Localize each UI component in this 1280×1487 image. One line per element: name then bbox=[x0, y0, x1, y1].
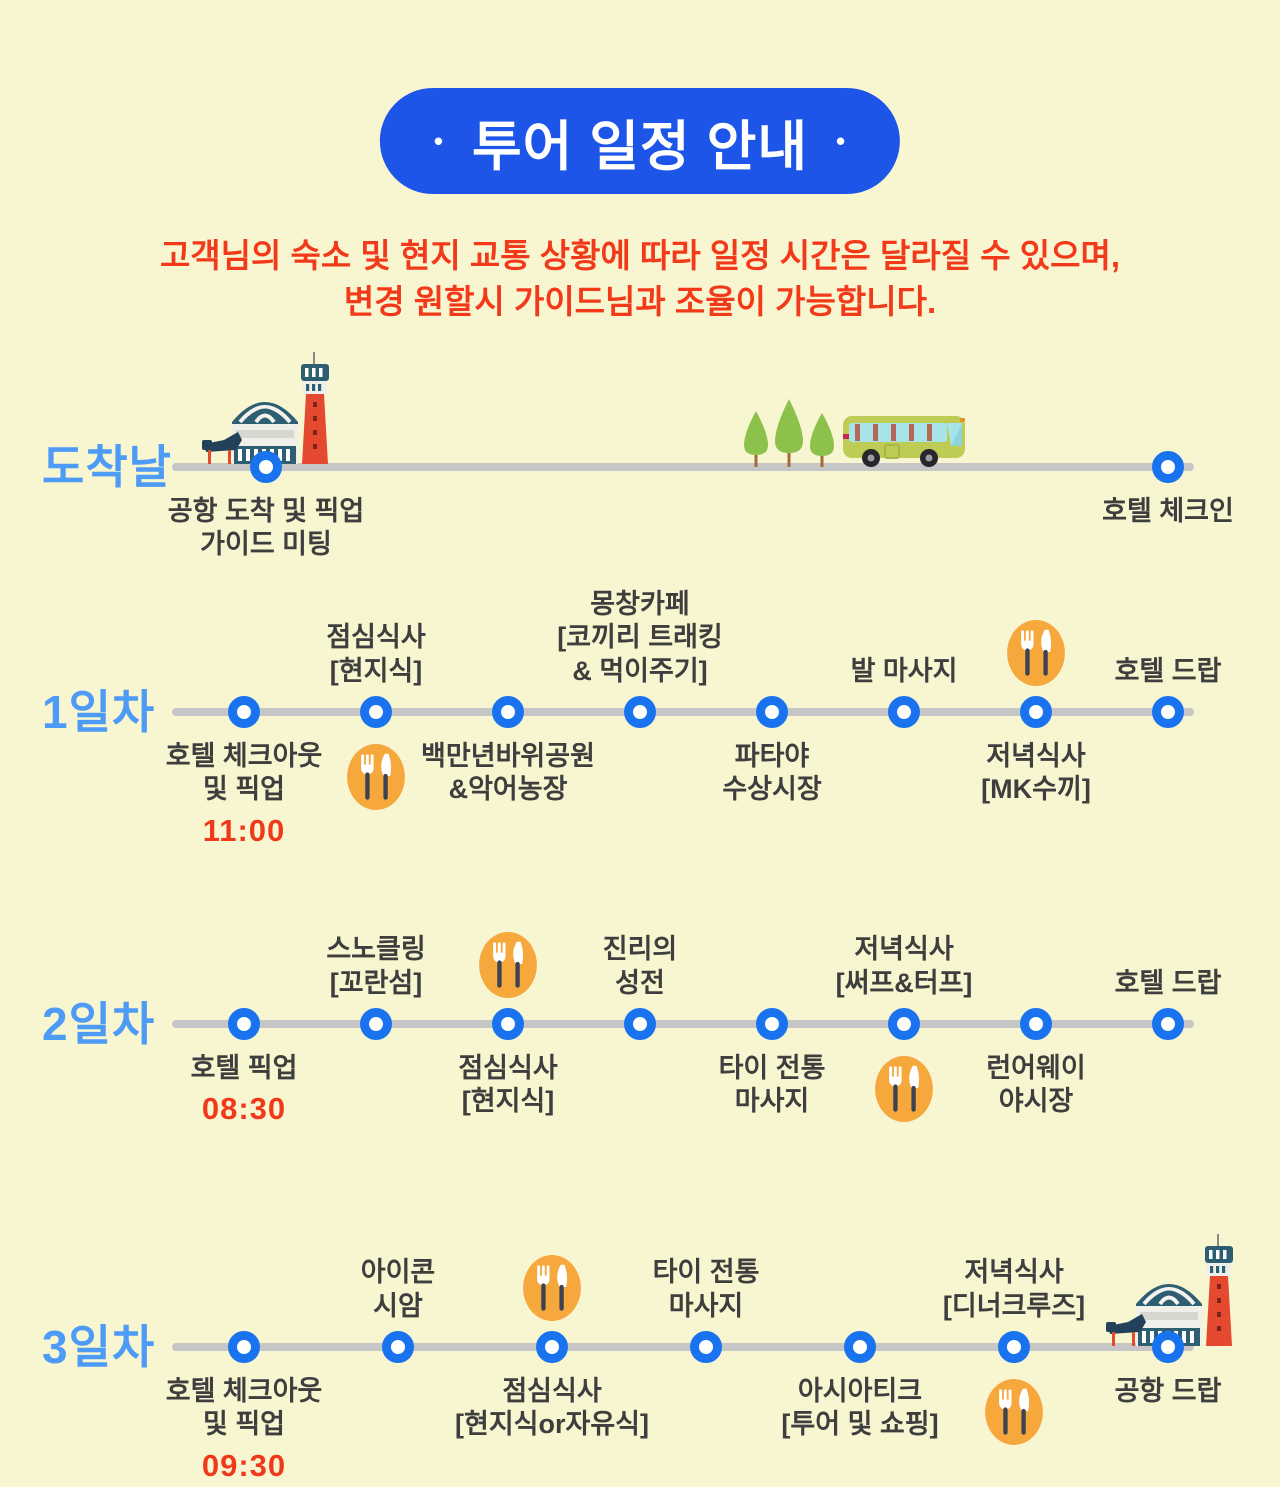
timeline-dot bbox=[492, 696, 524, 728]
timeline-dot bbox=[844, 1331, 876, 1363]
timeline-dot bbox=[382, 1331, 414, 1363]
title-bullet-right: • bbox=[836, 126, 847, 156]
stop-label: 공항 드랍 bbox=[1114, 1376, 1222, 1406]
stop-label: 점심식사 [현지식] bbox=[326, 622, 426, 686]
stop-label-text: 호텔 픽업 bbox=[190, 1053, 298, 1083]
stop-label: 호텔 드랍 bbox=[1114, 967, 1222, 998]
stop-label: 백만년바위공원 &악어농장 bbox=[421, 741, 595, 805]
stop-label: 저녁식사 [써프&터프] bbox=[835, 934, 973, 998]
stop-label: 진리의 성전 bbox=[602, 934, 678, 998]
timeline-dot bbox=[1020, 696, 1052, 728]
page-title: 투어 일정 안내 bbox=[471, 116, 809, 177]
timeline-dot bbox=[250, 451, 282, 483]
timeline-dot bbox=[228, 696, 260, 728]
timeline-arrival bbox=[172, 463, 1194, 471]
stop-label: 공항 도착 및 픽업 가이드 미팅 bbox=[167, 496, 365, 560]
stop-label: 파타야 수상시장 bbox=[722, 741, 822, 805]
stop-label: 런어웨이 야시장 bbox=[986, 1053, 1086, 1117]
timeline-dot bbox=[1152, 1008, 1184, 1040]
pickup-time: 09:30 bbox=[201, 1447, 287, 1483]
stop-label: 아시아티크 [투어 및 쇼핑] bbox=[781, 1376, 939, 1440]
timeline-dot bbox=[624, 696, 656, 728]
stop-label: 타이 전통 마사지 bbox=[652, 1257, 760, 1321]
timeline-dot bbox=[228, 1331, 260, 1363]
timeline-dot bbox=[1152, 1331, 1184, 1363]
timeline-dot bbox=[888, 696, 920, 728]
title-bullet-left: • bbox=[433, 126, 444, 156]
stop-label: 발 마사지 bbox=[850, 655, 958, 686]
timeline-dot bbox=[228, 1008, 260, 1040]
pickup-time: 08:30 bbox=[201, 1091, 287, 1127]
stop-label: 호텔 체크아웃 및 픽업 11:00 bbox=[166, 740, 323, 850]
stop-label-text: 호텔 체크아웃 및 픽업 bbox=[165, 1376, 323, 1440]
stop-label: 저녁식사 [MK수끼] bbox=[981, 741, 1091, 805]
fork-knife-meal-icon bbox=[523, 1255, 581, 1321]
bus-icon bbox=[842, 415, 966, 468]
stop-label: 점심식사 [현지식or자유식] bbox=[454, 1376, 650, 1440]
timeline-dot bbox=[690, 1331, 722, 1363]
timeline-dot bbox=[360, 1008, 392, 1040]
timeline-dot bbox=[1020, 1008, 1052, 1040]
stop-label-text: 호텔 체크아웃 및 픽업 bbox=[165, 741, 323, 805]
fork-knife-meal-icon bbox=[479, 932, 537, 998]
timeline-day-1 bbox=[172, 708, 1194, 716]
timeline-dot bbox=[888, 1008, 920, 1040]
row-label-day-1: 1일차 bbox=[42, 686, 156, 738]
notice-text: 고객님의 숙소 및 현지 교통 상황에 따라 일정 시간은 달라질 수 있으며,… bbox=[0, 233, 1280, 324]
stop-label: 호텔 픽업 08:30 bbox=[191, 1052, 298, 1129]
timeline-dot bbox=[624, 1008, 656, 1040]
timeline-day-3 bbox=[172, 1343, 1194, 1351]
stop-label: 저녁식사 [디너크루즈] bbox=[942, 1257, 1086, 1321]
stop-label: 스노클링 [꼬란섬] bbox=[326, 934, 426, 998]
timeline-dot bbox=[998, 1331, 1030, 1363]
stop-label: 아이콘 시암 bbox=[360, 1257, 436, 1321]
timeline-dot bbox=[360, 696, 392, 728]
fork-knife-meal-icon bbox=[347, 744, 405, 810]
timeline-dot bbox=[536, 1331, 568, 1363]
trees-icon bbox=[744, 399, 834, 467]
pickup-time: 11:00 bbox=[202, 812, 286, 848]
timeline-dot bbox=[756, 1008, 788, 1040]
row-label-day-3: 3일차 bbox=[42, 1321, 156, 1373]
stop-label: 타이 전통 마사지 bbox=[718, 1053, 826, 1117]
timeline-dot bbox=[1152, 696, 1184, 728]
row-label-arrival-day: 도착날 bbox=[42, 441, 172, 493]
fork-knife-meal-icon bbox=[875, 1056, 933, 1122]
timeline-dot bbox=[756, 696, 788, 728]
stop-label: 호텔 드랍 bbox=[1114, 655, 1222, 686]
stop-label: 점심식사 [현지식] bbox=[458, 1053, 558, 1117]
notice-line-2: 변경 원할시 가이드님과 조율이 가능합니다. bbox=[343, 282, 937, 320]
timeline-dot bbox=[1152, 451, 1184, 483]
stop-label: 호텔 체크아웃 및 픽업 09:30 bbox=[166, 1375, 323, 1485]
title-banner: • 투어 일정 안내 • bbox=[379, 88, 901, 194]
fork-knife-meal-icon bbox=[1007, 620, 1065, 686]
stop-label: 몽창카페 [코끼리 트래킹 & 먹이주기] bbox=[557, 588, 723, 686]
timeline-dot bbox=[492, 1008, 524, 1040]
stop-label: 호텔 체크인 bbox=[1102, 496, 1234, 526]
timeline-day-2 bbox=[172, 1020, 1194, 1028]
notice-line-1: 고객님의 숙소 및 현지 교통 상황에 따라 일정 시간은 달라질 수 있으며, bbox=[159, 237, 1121, 274]
row-label-day-2: 2일차 bbox=[42, 998, 156, 1050]
fork-knife-meal-icon bbox=[985, 1379, 1043, 1445]
